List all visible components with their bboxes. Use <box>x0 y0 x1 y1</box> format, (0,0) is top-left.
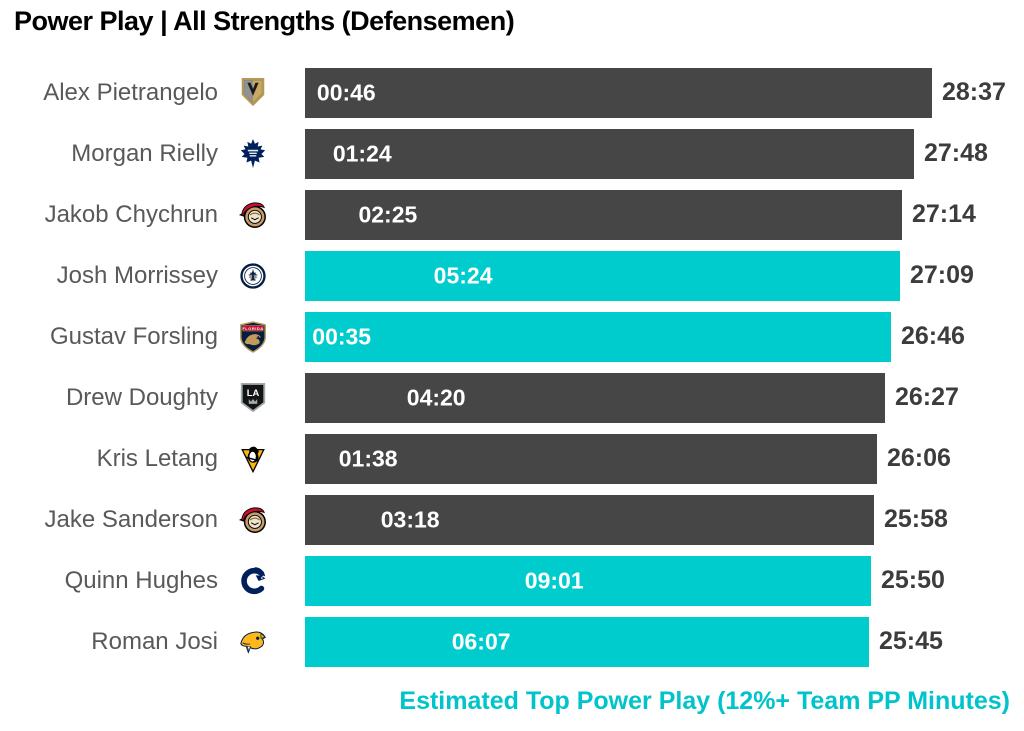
toi-bar: 05:24 <box>305 250 900 301</box>
player-row: Roman Josi 06:07 25:45 <box>0 611 1024 672</box>
pp-time-label: 03:18 <box>380 506 440 532</box>
player-name-label: Gustav Forsling <box>49 322 218 350</box>
vegas-golden-knights-logo-icon <box>236 77 270 109</box>
player-name-label: Quinn Hughes <box>64 566 218 594</box>
toi-bar: 06:07 <box>305 616 869 667</box>
toi-bar-track: 02:25 <box>305 189 902 240</box>
toi-bar-track: 00:46 <box>305 67 932 118</box>
player-row: Quinn Hughes 09:01 25:50 <box>0 550 1024 611</box>
player-name-label: Jakob Chychrun <box>44 200 218 228</box>
toi-bar-track: 00:35 <box>305 311 891 362</box>
player-row: Kris Letang 01:38 26:06 <box>0 428 1024 489</box>
toi-value-label: 25:50 <box>881 566 945 594</box>
player-row: Drew Doughty 04:20 26:27 <box>0 367 1024 428</box>
player-row: Jake Sanderson 03:18 25:58 <box>0 489 1024 550</box>
bar-chart-rows: Alex Pietrangelo 00:46 28:37 Morgan Riel… <box>0 62 1024 672</box>
toi-bar-track: 05:24 <box>305 250 900 301</box>
toi-bar: 01:24 <box>305 128 914 179</box>
ottawa-senators-logo-icon <box>236 504 270 536</box>
pp-time-label: 00:35 <box>312 323 372 349</box>
toi-bar: 03:18 <box>305 494 874 545</box>
toi-bar: 00:46 <box>305 67 932 118</box>
pp-time-label: 01:38 <box>338 445 398 471</box>
vancouver-canucks-logo-icon <box>236 565 270 597</box>
player-name-label: Jake Sanderson <box>44 505 218 533</box>
toi-bar: 09:01 <box>305 555 871 606</box>
pp-time-label: 02:25 <box>358 201 418 227</box>
toronto-maple-leafs-logo-icon <box>236 138 270 170</box>
toi-value-label: 25:58 <box>884 505 948 533</box>
player-row: Morgan Rielly 01:24 27:48 <box>0 123 1024 184</box>
toi-value-label: 26:46 <box>901 322 965 350</box>
toi-bar-track: 06:07 <box>305 616 869 667</box>
pp-time-label: 01:24 <box>332 140 392 166</box>
toi-bar: 01:38 <box>305 433 877 484</box>
toi-bar-track: 01:24 <box>305 128 914 179</box>
pp-time-label: 09:01 <box>524 567 584 593</box>
toi-value-label: 26:27 <box>895 383 959 411</box>
toi-value-label: 28:37 <box>942 78 1006 106</box>
toi-value-label: 27:14 <box>912 200 976 228</box>
chart-title: Power Play | All Strengths (Defensemen) <box>14 6 515 36</box>
player-row: Josh Morrissey 05:24 27:09 <box>0 245 1024 306</box>
toi-bar: 00:35 <box>305 311 891 362</box>
player-name-label: Roman Josi <box>91 627 218 655</box>
pittsburgh-penguins-logo-icon <box>236 443 270 475</box>
toi-value-label: 26:06 <box>887 444 951 472</box>
toi-bar-track: 09:01 <box>305 555 871 606</box>
florida-panthers-logo-icon <box>236 321 270 353</box>
ottawa-senators-logo-icon <box>236 199 270 231</box>
nashville-predators-logo-icon <box>236 626 270 658</box>
pp-time-label: 00:46 <box>316 79 376 105</box>
toi-value-label: 27:09 <box>910 261 974 289</box>
winnipeg-jets-logo-icon <box>236 260 270 292</box>
toi-value-label: 25:45 <box>879 627 943 655</box>
toi-bar-track: 04:20 <box>305 372 885 423</box>
toi-bar: 04:20 <box>305 372 885 423</box>
pp-time-label: 05:24 <box>433 262 493 288</box>
pp-time-label: 04:20 <box>406 384 466 410</box>
pp-time-label: 06:07 <box>451 628 511 654</box>
la-kings-logo-icon <box>236 382 270 414</box>
player-name-label: Kris Letang <box>96 444 218 472</box>
toi-bar-track: 01:38 <box>305 433 877 484</box>
toi-value-label: 27:48 <box>924 139 988 167</box>
player-name-label: Josh Morrissey <box>56 261 218 289</box>
player-row: Alex Pietrangelo 00:46 28:37 <box>0 62 1024 123</box>
player-row: Gustav Forsling 00:35 26:46 <box>0 306 1024 367</box>
player-row: Jakob Chychrun 02:25 27:14 <box>0 184 1024 245</box>
toi-bar-track: 03:18 <box>305 494 874 545</box>
player-name-label: Alex Pietrangelo <box>43 78 218 106</box>
player-name-label: Drew Doughty <box>65 383 218 411</box>
player-name-label: Morgan Rielly <box>71 139 218 167</box>
chart-legend-footnote: Estimated Top Power Play (12%+ Team PP M… <box>399 687 1010 715</box>
toi-bar: 02:25 <box>305 189 902 240</box>
